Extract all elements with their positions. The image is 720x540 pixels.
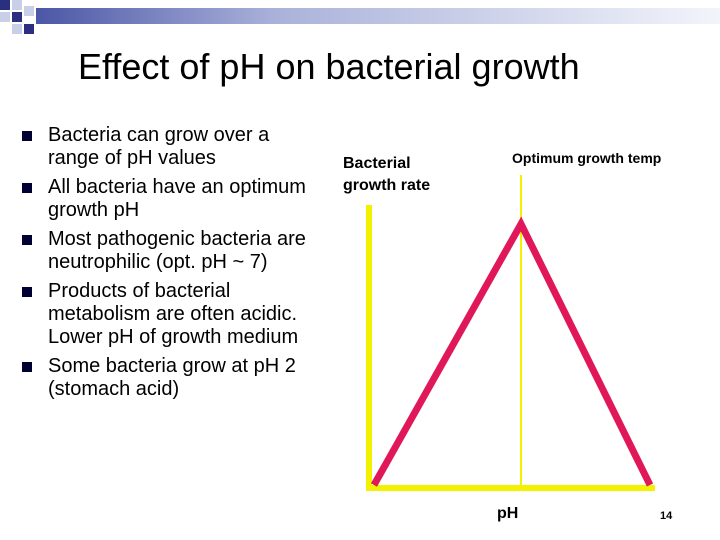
x-axis-label: pH [497, 505, 519, 522]
bullet-item: Some bacteria grow at pH 2 (stomach acid… [22, 355, 322, 401]
bullet-item: Most pathogenic bacteria are neutrophili… [22, 228, 322, 274]
bullet-square-icon [22, 131, 32, 141]
bullet-square-icon [22, 235, 32, 245]
bullet-item: All bacteria have an optimum growth pH [22, 176, 322, 222]
bullet-text: Bacteria can grow over a range of pH val… [48, 124, 270, 169]
y-axis-label: Bacterial growth rate [343, 155, 431, 194]
optimum-label: Optimum growth temp [512, 150, 662, 166]
header-decoration [0, 0, 720, 34]
bullet-item: Products of bacterial metabolism are oft… [22, 280, 322, 349]
bullet-square-icon [22, 287, 32, 297]
bullet-text: Some bacteria grow at pH 2 (stomach acid… [48, 355, 296, 400]
growth-curve [370, 216, 654, 487]
bullet-text: Most pathogenic bacteria are neutrophili… [48, 228, 306, 273]
bullet-text: Products of bacterial metabolism are oft… [48, 280, 299, 348]
bullet-list: Bacteria can grow over a range of pH val… [22, 124, 322, 407]
bullet-square-icon [22, 183, 32, 193]
page-number: 14 [660, 510, 673, 522]
slide-title: Effect of pH on bacterial growth [78, 46, 580, 87]
bullet-square-icon [22, 362, 32, 372]
bullet-text: All bacteria have an optimum growth pH [48, 176, 306, 221]
bullet-item: Bacteria can grow over a range of pH val… [22, 124, 322, 170]
